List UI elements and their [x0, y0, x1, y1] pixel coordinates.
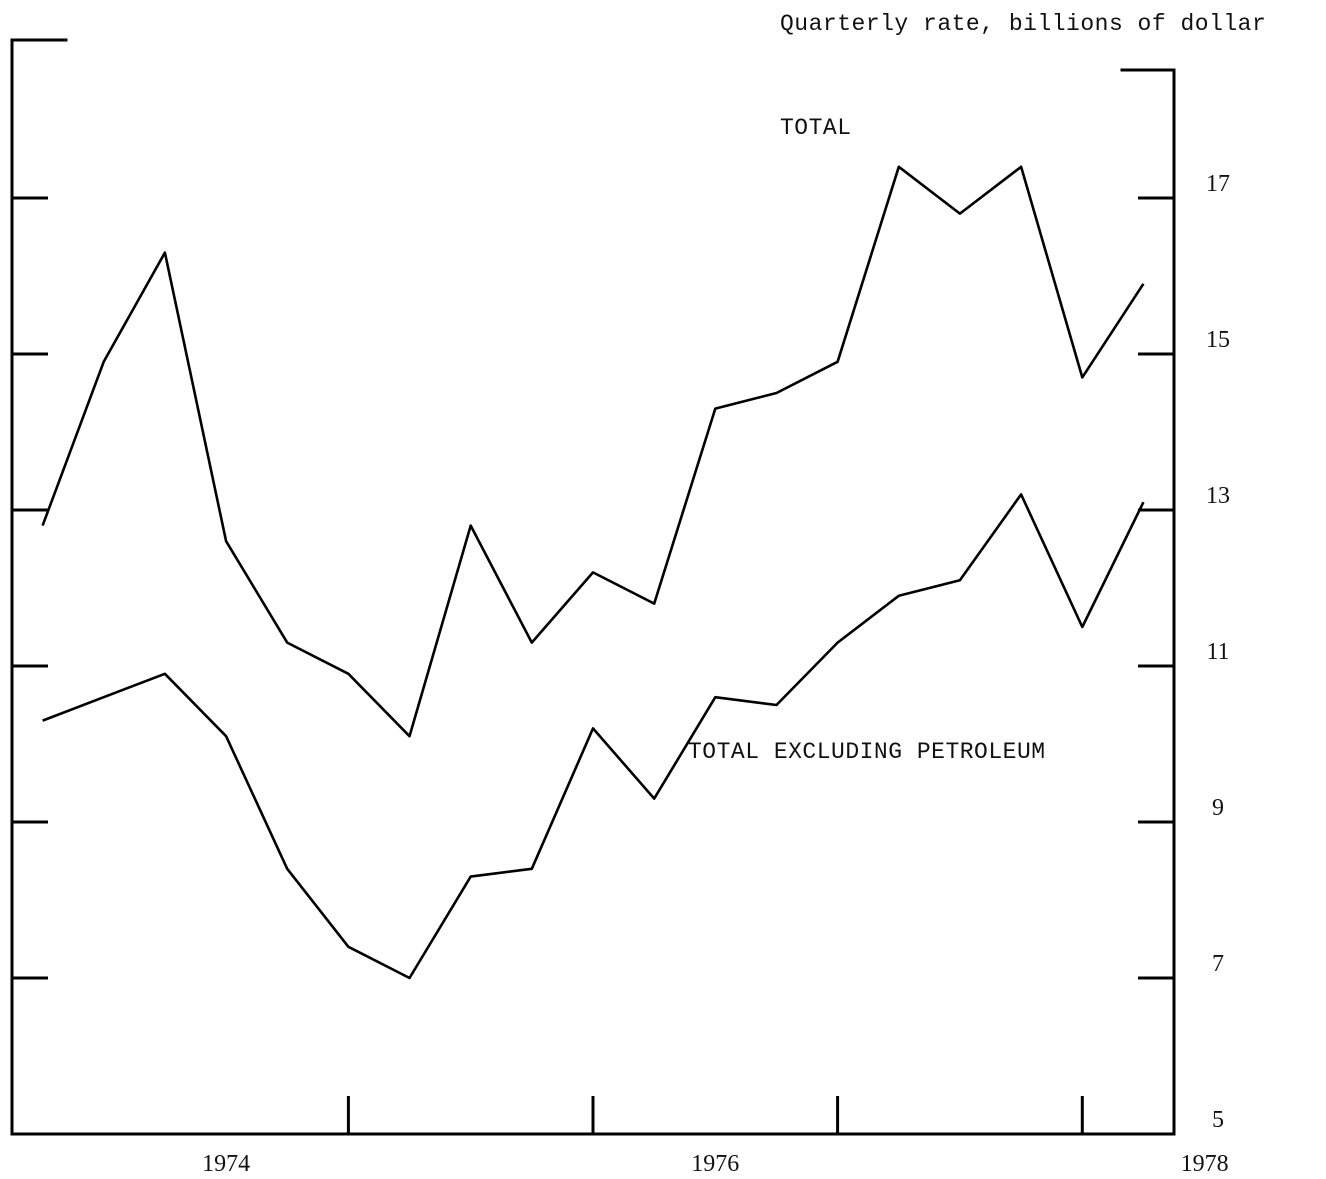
x-tick-label: 1976 — [691, 1151, 739, 1177]
x-tick-label: 1974 — [202, 1151, 250, 1177]
series-line-total — [41, 165, 1145, 738]
y-ticks: 5 7 9 11 13 15 17 — [12, 171, 1230, 1133]
y-tick-label: 7 — [1212, 951, 1224, 977]
x-ticks: 1974 1976 1978 — [202, 1096, 1229, 1177]
y-axis-label: Quarterly rate, billions of dollar — [780, 11, 1266, 37]
y-tick-label: 17 — [1206, 171, 1230, 197]
series-label-total: TOTAL — [780, 115, 852, 141]
series-lines — [41, 165, 1145, 980]
y-tick-label: 11 — [1206, 639, 1229, 665]
plot-frame — [10, 38, 1176, 1136]
y-tick-label: 15 — [1206, 327, 1230, 353]
series-line-total-excluding-petroleum — [42, 493, 1145, 980]
y-tick-label: 13 — [1206, 483, 1230, 509]
series-label-excluding-petroleum: TOTAL EXCLUDING PETROLEUM — [688, 739, 1046, 765]
x-tick-label: 1978 — [1181, 1151, 1229, 1177]
y-tick-label: 9 — [1212, 795, 1224, 821]
y-tick-label: 5 — [1212, 1107, 1224, 1133]
